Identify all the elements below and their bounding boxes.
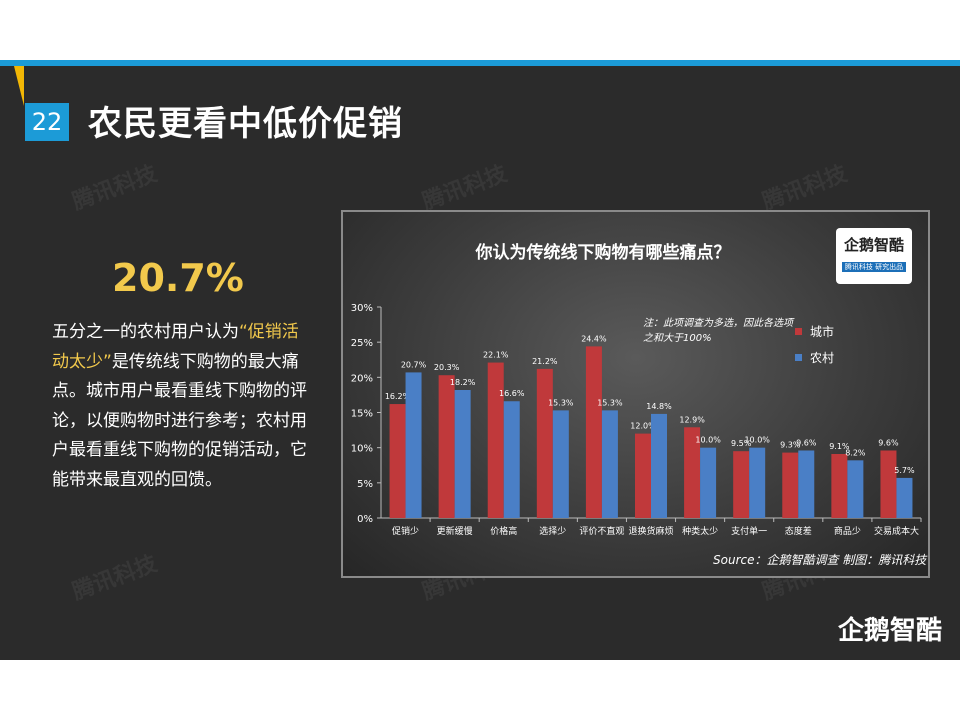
bar-city	[831, 453, 848, 518]
bar-rural	[503, 401, 520, 518]
x-tick-label: 商品少	[834, 525, 861, 537]
slide: 22 农民更看中低价促销 腾讯科技 腾讯科技 腾讯科技 腾讯科技 腾讯科技 腾讯…	[0, 60, 960, 660]
data-label-city: 9.1%	[829, 442, 850, 451]
bar-city	[487, 362, 504, 518]
data-label-city: 22.1%	[483, 351, 509, 360]
chart-logo-sub: 腾讯科技 研究出品	[842, 262, 906, 272]
bar-city	[684, 427, 701, 518]
description-part-2: 是传统线下购物的最大痛点。城市用户最看重线下购物的评论，以便购物时进行参考；农村…	[52, 351, 307, 490]
x-tick-label: 选择少	[539, 525, 566, 537]
chart-legend: 城市 农村	[795, 318, 834, 370]
watermark-1: 腾讯科技	[69, 161, 161, 216]
x-tick-label: 退换货麻烦	[628, 525, 673, 537]
chart-source: Source：企鹅智酷调查 制图：腾讯科技	[713, 553, 927, 567]
bar-rural	[749, 447, 766, 518]
chart-logo-text: 企鹅智酷	[843, 236, 904, 254]
x-tick-label: 种类太少	[682, 525, 718, 537]
watermark-3: 腾讯科技	[759, 161, 851, 216]
data-label-rural: 8.2%	[845, 448, 866, 457]
legend-item-city: 城市	[795, 318, 834, 344]
description-highlight: “促销活动太少”	[52, 322, 299, 372]
description-text: 五分之一的农村用户认为“促销活动太少”是传统线下购物的最大痛点。城市用户最看重线…	[52, 318, 307, 495]
bar-city	[733, 451, 750, 518]
bar-rural	[700, 447, 717, 518]
data-label-rural: 18.2%	[450, 378, 476, 387]
x-tick-label: 评价不直观	[579, 525, 624, 537]
bar-rural	[454, 389, 471, 518]
data-label-rural: 20.7%	[401, 360, 427, 369]
y-tick-label: 5%	[357, 479, 373, 490]
y-tick-label: 25%	[351, 338, 373, 349]
data-label-city: 9.3%	[780, 441, 801, 450]
chart-title: 你认为传统线下购物有哪些痛点？	[475, 243, 731, 263]
watermark-2: 腾讯科技	[419, 161, 511, 216]
x-tick-label: 促销少	[392, 525, 419, 537]
data-label-city: 12.0%	[630, 422, 656, 431]
bar-chart: 0% 5% 10% 15% 20% 25% 30% 16.2% 20.7% 促销少 20.3% 18.…	[351, 303, 922, 537]
y-tick-label: 30%	[351, 303, 373, 314]
bar-city	[438, 375, 455, 518]
page-number: 22	[25, 103, 69, 141]
data-label-rural: 14.8%	[646, 402, 672, 411]
legend-label-rural: 农村	[810, 350, 835, 365]
data-label-rural: 5.7%	[894, 466, 915, 475]
data-label-city: 16.2%	[385, 392, 411, 401]
yellow-accent-shape	[14, 66, 24, 106]
bar-rural	[798, 450, 815, 518]
y-tick-label: 20%	[351, 373, 373, 384]
x-tick-label: 态度差	[785, 525, 812, 537]
legend-item-rural: 农村	[795, 344, 834, 370]
data-label-rural: 9.6%	[796, 438, 817, 447]
chart-note: 注：此项调查为多选，因此各选项之和大于100%	[643, 318, 793, 344]
data-label-rural: 15.3%	[597, 398, 623, 407]
x-tick-label: 更新缓慢	[437, 525, 473, 537]
bar-rural	[405, 372, 422, 518]
bar-rural	[651, 413, 667, 518]
data-label-city: 20.3%	[434, 363, 460, 372]
chart-logo: 企鹅智酷 腾讯科技 研究出品	[836, 228, 912, 284]
brand-logo: 企鹅智酷	[838, 616, 943, 646]
page-title: 农民更看中低价促销	[88, 104, 403, 144]
data-label-rural: 10.0%	[744, 436, 770, 445]
data-label-city: 12.9%	[679, 415, 705, 424]
bar-city	[880, 450, 897, 518]
legend-swatch-rural	[795, 353, 802, 361]
data-label-rural: 10.0%	[695, 436, 721, 445]
data-label-rural: 16.6%	[499, 389, 525, 398]
top-accent-bar	[0, 60, 960, 66]
legend-swatch-city	[795, 327, 802, 335]
description-part-1: 五分之一的农村用户认为	[52, 322, 239, 342]
bar-city	[782, 452, 799, 518]
chart-panel: 你认为传统线下购物有哪些痛点？ 企鹅智酷 腾讯科技 研究出品 注：此项调查为多选…	[341, 210, 930, 578]
x-tick-label: 交易成本大	[874, 525, 919, 537]
bar-city	[585, 346, 602, 518]
data-label-rural: 15.3%	[548, 398, 574, 407]
highlight-percent: 20.7%	[112, 256, 244, 300]
bar-city	[389, 404, 406, 518]
legend-label-city: 城市	[810, 324, 835, 339]
bar-city	[635, 433, 651, 518]
x-tick-label: 支付单一	[731, 525, 767, 537]
y-tick-label: 15%	[351, 409, 373, 420]
data-label-city: 21.2%	[532, 357, 558, 366]
data-label-city: 9.6%	[878, 438, 899, 447]
data-label-city: 9.5%	[731, 439, 752, 448]
bar-rural	[847, 460, 864, 518]
bar-rural	[601, 410, 618, 518]
bar-rural	[896, 477, 913, 518]
y-tick-label: 0%	[357, 514, 373, 525]
bar-city	[536, 368, 553, 518]
bar-rural	[552, 410, 569, 518]
watermark-4: 腾讯科技	[69, 551, 161, 606]
y-tick-label: 10%	[351, 444, 373, 455]
data-label-city: 24.4%	[581, 334, 607, 343]
x-tick-label: 价格高	[490, 525, 517, 537]
